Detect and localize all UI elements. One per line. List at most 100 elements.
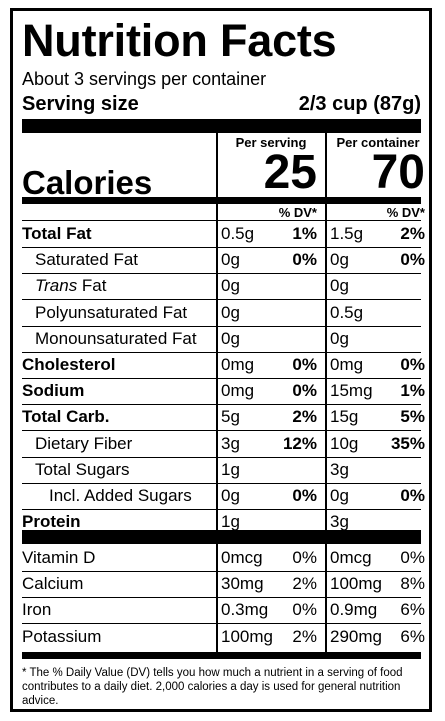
nutrient-row-divider: [22, 404, 421, 406]
vitamin-name: Calcium: [22, 574, 84, 594]
nutrient-row: Sodium 0mg 0% 15mg 1%: [13, 378, 429, 404]
container-amount: 15g: [330, 407, 359, 427]
container-dv: 5%: [400, 407, 425, 427]
vitamin-row-divider: [22, 623, 421, 625]
vitamin-row-divider: [22, 597, 421, 599]
label-title: Nutrition Facts: [22, 15, 337, 66]
container-dv: 0%: [400, 250, 425, 270]
serving-size-row: Serving size 2/3 cup (87g): [22, 91, 421, 117]
container-amount: 3g: [330, 512, 349, 532]
calories-per-container: 70: [371, 146, 425, 199]
container-amount: 0mcg: [330, 548, 372, 567]
serving-dv: 2%: [292, 574, 317, 594]
calories-label: Calories: [22, 164, 153, 201]
serving-dv: 1%: [292, 224, 317, 243]
nutrient-row-divider: [22, 456, 421, 458]
serving-amount: 0.5g: [221, 224, 255, 243]
container-dv: 6%: [400, 600, 425, 620]
serving-amount: 0mg: [221, 381, 255, 401]
container-amount: 0g: [330, 276, 349, 296]
nutrient-row-divider: [22, 482, 421, 484]
container-amount: 15mg: [330, 381, 373, 401]
medium-divider-bottom: [22, 652, 421, 659]
nutrient-name: Sodium: [22, 381, 85, 401]
nutrient-name: Dietary Fiber: [35, 433, 133, 453]
serving-size-label: Serving size: [22, 93, 139, 115]
nutrient-row-divider: [22, 247, 421, 248]
nutrient-name: Trans Fat: [35, 275, 107, 297]
nutrient-row-divider: [22, 430, 421, 432]
thick-divider-vitamins: [22, 530, 421, 544]
nutrient-row: Trans Fat 0g 0g: [13, 273, 429, 299]
nutrient-name: Incl. Added Sugars: [49, 486, 192, 505]
column-divider-container: [325, 133, 327, 653]
container-amount: 290mg: [330, 626, 382, 646]
serving-amount: 0mg: [221, 355, 255, 374]
serving-amount: 30mg: [221, 574, 264, 594]
vitamin-name: Potassium: [22, 626, 102, 646]
per-serving-header: Per serving: [235, 135, 307, 150]
nutrient-name-italic: Trans: [35, 276, 78, 296]
serving-dv: 0%: [292, 250, 317, 270]
serving-dv: 2%: [292, 407, 317, 427]
container-amount: 0mg: [330, 355, 364, 374]
nutrient-name: Total Fat: [22, 224, 92, 243]
vitamin-name: Vitamin D: [22, 548, 96, 567]
vitamin-row: Calcium 30mg 2% 100mg 8%: [13, 571, 429, 597]
container-amount: 0g: [330, 486, 349, 505]
nutrient-name-rest: Fat: [77, 276, 107, 296]
vitamin-row-divider: [22, 571, 421, 572]
serving-amount: 0g: [221, 486, 240, 505]
container-dv: 8%: [400, 574, 425, 594]
nutrient-name: Polyunsaturated Fat: [35, 302, 188, 322]
serving-amount: 0g: [221, 250, 240, 270]
divider-dv-header: [22, 220, 421, 221]
vitamin-row: Potassium 100mg 2% 290mg 6%: [13, 624, 429, 650]
nutrient-name: Total Sugars: [35, 459, 130, 479]
nutrient-row: Monounsaturated Fat 0g 0g: [13, 326, 429, 352]
footnote: * The % Daily Value (DV) tells you how m…: [22, 667, 403, 707]
container-amount: 100mg: [330, 574, 382, 594]
serving-amount: 0g: [221, 302, 240, 322]
nutrient-row: Saturated Fat 0g 0% 0g 0%: [13, 247, 429, 273]
serving-amount: 0.3mg: [221, 600, 269, 620]
nutrition-label: Nutrition Facts About 3 servings per con…: [10, 8, 432, 712]
container-dv: 1%: [400, 381, 425, 401]
nutrient-name: Monounsaturated Fat: [35, 328, 197, 348]
nutrient-row: Cholesterol 0mg 0% 0mg 0%: [13, 352, 429, 378]
serving-dv: 0%: [292, 486, 317, 505]
serving-amount: 0mcg: [221, 548, 263, 567]
calories-per-serving: 25: [263, 146, 317, 199]
container-amount: 0.5g: [330, 302, 364, 322]
serving-amount: 1g: [221, 512, 240, 532]
nutrient-row: Total Fat 0.5g 1% 1.5g 2%: [13, 221, 429, 247]
serving-amount: 0g: [221, 276, 240, 296]
nutrient-row: Total Carb. 5g 2% 15g 5%: [13, 404, 429, 430]
container-dv: 0%: [400, 355, 425, 374]
container-dv: 0%: [400, 548, 425, 567]
per-container-header: Per container: [336, 135, 420, 150]
vitamin-row: Vitamin D 0mcg 0% 0mcg 0%: [13, 545, 429, 571]
container-amount: 10g: [330, 433, 359, 453]
serving-dv: 2%: [292, 626, 317, 646]
container-amount: 3g: [330, 459, 349, 479]
dv-header-container: % DV*: [386, 205, 425, 220]
medium-divider-calories: [22, 197, 421, 204]
nutrient-name: Total Carb.: [22, 407, 110, 427]
dv-header-serving: % DV*: [278, 205, 317, 220]
serving-amount: 1g: [221, 459, 240, 479]
serving-amount: 0g: [221, 328, 240, 348]
serving-dv: 0%: [292, 548, 317, 567]
serving-size-value: 2/3 cup (87g): [298, 93, 421, 115]
thick-divider-top: [22, 119, 421, 133]
vitamin-name: Iron: [22, 600, 52, 620]
container-dv: 2%: [400, 224, 425, 243]
nutrient-row: Protein 1g 3g: [13, 509, 429, 535]
nutrient-row-divider: [22, 509, 421, 510]
serving-amount: 3g: [221, 433, 240, 453]
container-dv: 0%: [400, 486, 425, 505]
serving-dv: 0%: [292, 600, 317, 620]
nutrient-name: Cholesterol: [22, 355, 116, 374]
nutrient-name: Saturated Fat: [35, 250, 139, 270]
nutrient-row-divider: [22, 273, 421, 275]
